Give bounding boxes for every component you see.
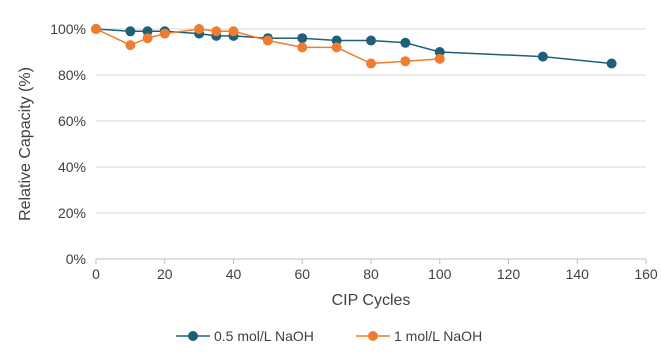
- y-axis-title: Relative Capacity (%): [17, 67, 34, 221]
- data-point: [400, 37, 411, 48]
- x-axis-title: CIP Cycles: [332, 292, 411, 309]
- data-point: [434, 53, 445, 64]
- y-tick-label: 100%: [50, 21, 86, 37]
- data-point: [194, 24, 205, 34]
- x-tick-label: 140: [566, 266, 590, 282]
- legend-entry-1: 0.5 mol/L NaOH: [176, 328, 314, 344]
- data-point: [297, 33, 308, 44]
- x-tick-label: 60: [294, 266, 310, 282]
- y-tick-label: 0%: [66, 251, 86, 267]
- y-tick-label: 60%: [58, 113, 86, 129]
- data-point: [537, 51, 548, 62]
- data-point: [366, 58, 376, 69]
- x-tick-label: 40: [226, 266, 242, 282]
- data-point: [434, 47, 445, 57]
- legend-marker: [368, 331, 378, 341]
- data-point: [331, 35, 342, 46]
- grid-layer: [96, 28, 646, 214]
- legend: 0.5 mol/L NaOH 1 mol/L NaOH: [176, 328, 482, 344]
- data-point: [606, 58, 617, 69]
- legend-marker: [188, 331, 198, 341]
- data-point: [262, 35, 273, 46]
- series-2: [91, 24, 445, 69]
- x-tick-label: 100: [428, 266, 452, 282]
- data-point: [142, 33, 153, 44]
- data-point: [228, 26, 239, 37]
- data-point: [91, 24, 101, 34]
- legend-label: 0.5 mol/L NaOH: [214, 328, 314, 344]
- data-point: [125, 26, 136, 37]
- data-point: [297, 42, 308, 53]
- series-1: [91, 24, 617, 69]
- series-line: [95, 28, 612, 65]
- x-tick-label: 80: [363, 266, 379, 282]
- data-point: [159, 28, 170, 39]
- data-point: [331, 42, 342, 53]
- data-point: [142, 26, 153, 37]
- x-tick-label: 0: [92, 266, 100, 282]
- axis-layer: 0% 20% 40% 60% 80% 100% 0 20 40 60 80 100 120 140 160: [50, 21, 658, 282]
- x-tick-label: 160: [634, 266, 658, 282]
- legend-label: 1 mol/L NaOH: [394, 328, 482, 344]
- y-tick-label: 40%: [58, 159, 86, 175]
- series-layer: [91, 24, 617, 69]
- y-tick-label: 20%: [58, 205, 86, 221]
- data-point: [211, 26, 222, 37]
- data-point: [400, 56, 411, 67]
- y-tick-label: 80%: [58, 67, 86, 83]
- x-tick-label: 20: [157, 266, 173, 282]
- legend-entry-2: 1 mol/L NaOH: [356, 328, 482, 344]
- x-tick-label: 120: [497, 266, 521, 282]
- data-point: [366, 35, 376, 46]
- data-point: [125, 40, 136, 51]
